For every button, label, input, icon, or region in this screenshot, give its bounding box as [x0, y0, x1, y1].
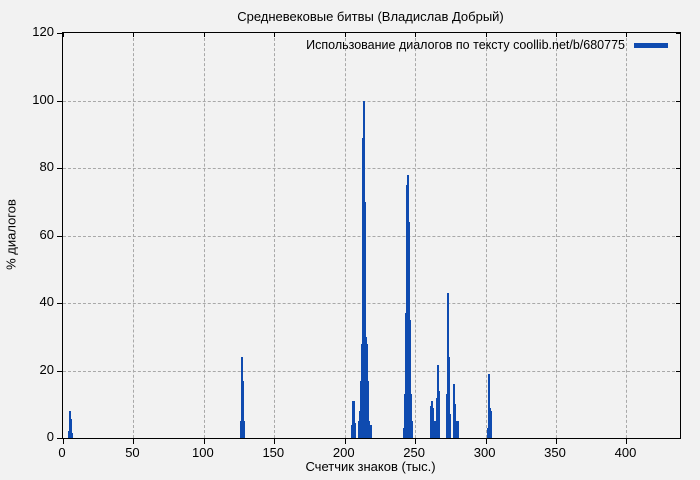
impulse-bar [71, 432, 74, 438]
x-tick-mark [556, 439, 558, 444]
impulse-bar [366, 380, 369, 438]
x-tick-mark [203, 33, 205, 37]
y-tick-mark [676, 370, 680, 372]
y-axis-label: % диалогов [3, 199, 19, 270]
impulse-bar [354, 422, 357, 438]
y-tick-label: 60 [39, 226, 54, 242]
y-tick-mark [57, 168, 62, 169]
x-tick-label: 400 [614, 445, 637, 460]
impulse-bar [408, 319, 411, 438]
impulse-bar [369, 424, 372, 438]
y-tick-label: 100 [32, 91, 54, 107]
y-tick-label: 120 [32, 24, 54, 39]
y-tick-mark [57, 370, 62, 372]
impulse-bar [368, 421, 371, 438]
chart-title: Средневековые битвы (Владислав Добрый) [237, 9, 504, 24]
x-tick-mark [415, 33, 417, 37]
impulse-bar [242, 380, 245, 438]
x-tick-label: 50 [125, 445, 140, 460]
y-tick-mark [676, 438, 680, 439]
y-tick-mark [676, 33, 680, 34]
y-tick-mark [676, 303, 680, 304]
impulse-bar [457, 421, 460, 438]
x-tick-label: 250 [403, 445, 426, 460]
y-gridline [63, 100, 680, 102]
x-tick-mark [344, 439, 346, 444]
x-tick-label: 100 [192, 445, 214, 460]
y-tick-label: 80 [39, 159, 54, 174]
y-tick-label: 20 [39, 361, 54, 377]
x-tick-label: 150 [262, 445, 285, 460]
x-tick-mark [556, 33, 558, 37]
impulse-bar [410, 421, 413, 438]
impulse-bar [447, 357, 450, 438]
y-tick-mark [676, 235, 680, 237]
x-tick-mark [133, 439, 135, 444]
y-gridline [63, 370, 680, 372]
y-tick-mark [57, 438, 62, 439]
y-tick-mark [57, 100, 62, 102]
y-gridline [63, 303, 680, 304]
y-tick-mark [57, 235, 62, 237]
x-tick-mark [485, 33, 487, 37]
impulse-bar [242, 421, 245, 438]
x-tick-mark [415, 439, 417, 444]
impulse-bar [448, 414, 451, 438]
x-tick-mark [274, 33, 276, 37]
y-tick-label: 40 [39, 294, 54, 309]
x-tick-mark [274, 439, 276, 444]
legend: Использование диалогов по тексту coollib… [306, 38, 668, 52]
y-tick-mark [57, 303, 62, 304]
y-tick-mark [676, 100, 680, 102]
x-tick-label: 0 [58, 445, 66, 460]
x-tick-mark [485, 439, 487, 444]
y-gridline [63, 168, 680, 169]
impulse-bar [487, 373, 490, 438]
x-tick-mark [626, 33, 628, 37]
x-tick-mark [344, 33, 346, 37]
impulse-bar [357, 421, 360, 438]
x-tick-mark [133, 33, 135, 37]
x-axis-label: Счетчик знаков (тыс.) [305, 459, 436, 474]
x-tick-label: 350 [544, 445, 566, 460]
x-tick-mark [63, 33, 64, 37]
impulse-bar [433, 421, 436, 438]
x-tick-mark [626, 439, 628, 444]
impulse-bar [353, 400, 356, 438]
x-tick-label: 200 [332, 445, 355, 460]
x-tick-mark [203, 439, 205, 444]
y-tick-label: 0 [46, 429, 54, 444]
impulse-bar [409, 394, 412, 438]
y-gridline [63, 235, 680, 237]
y-tick-mark [676, 168, 680, 169]
plot-area: Использование диалогов по тексту coollib… [57, 32, 681, 444]
impulse-bar [489, 411, 492, 438]
impulse-bar [454, 421, 457, 438]
x-tick-label: 300 [473, 445, 496, 460]
impulse-bar [438, 404, 441, 438]
x-tick-mark [63, 439, 64, 444]
y-tick-mark [57, 33, 62, 34]
legend-label: Использование диалогов по тексту coollib… [306, 38, 625, 52]
legend-swatch [634, 42, 668, 48]
